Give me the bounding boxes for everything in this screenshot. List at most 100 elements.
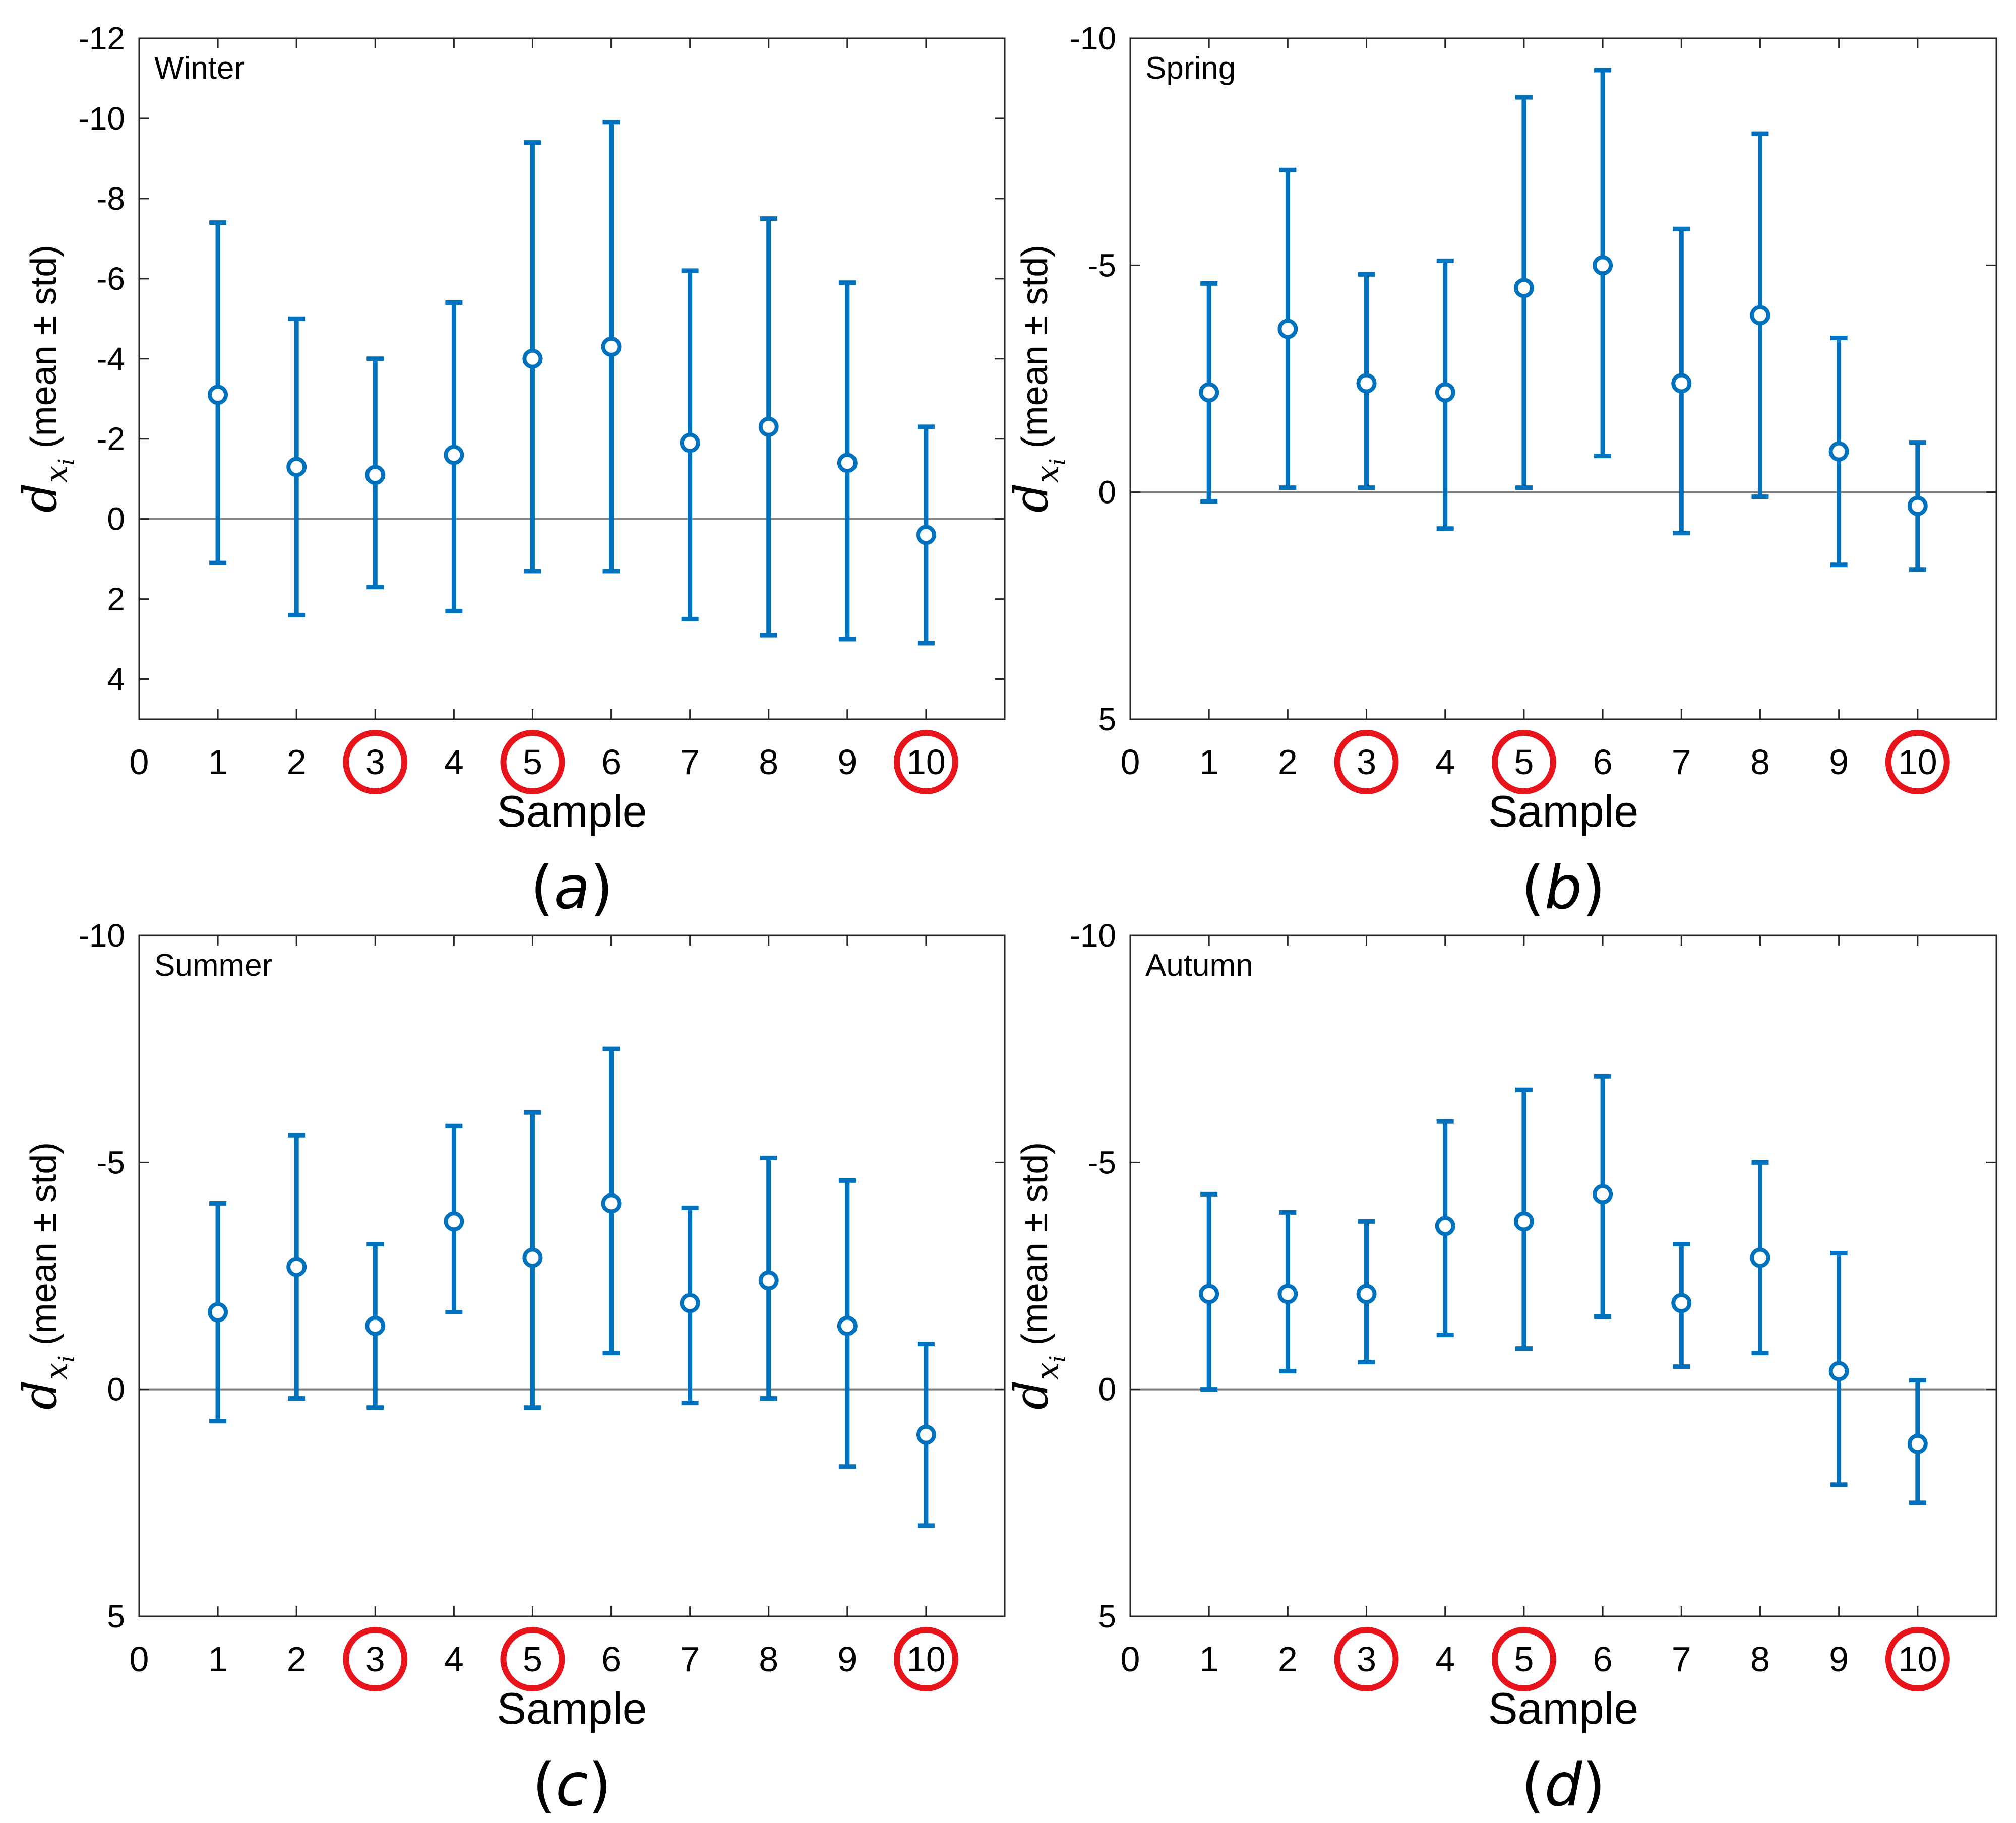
y-axis-label-subsub: i xyxy=(1045,1355,1071,1362)
mean-marker xyxy=(286,1256,307,1277)
panel-label-open: ( xyxy=(1521,1750,1545,1819)
mean-marker xyxy=(1513,278,1534,298)
y-tick-label: -10 xyxy=(79,100,126,137)
mean-marker xyxy=(1199,1284,1219,1304)
mean-marker xyxy=(837,1315,858,1336)
highlight-circle xyxy=(1334,730,1399,794)
y-axis-label-rest: (mean ± std) xyxy=(24,1142,64,1346)
mean-marker xyxy=(758,1270,779,1291)
panel-label-open: ( xyxy=(1521,853,1545,922)
panel-label-close: ) xyxy=(588,1750,612,1819)
x-tick-label: 1 xyxy=(1199,1640,1219,1679)
x-tick-label: 2 xyxy=(287,1640,307,1679)
mean-marker xyxy=(1356,373,1377,394)
x-tick-label: 9 xyxy=(1829,742,1849,782)
highlight-circle xyxy=(500,1627,565,1691)
x-tick-label: 5 xyxy=(523,742,542,782)
axes-box xyxy=(1129,37,1997,720)
y-tick-label: 0 xyxy=(107,501,125,537)
y-tick-label: 4 xyxy=(107,661,125,698)
y-axis-label-subsub: i xyxy=(54,458,80,465)
panel-label: (d) xyxy=(1521,1750,1606,1819)
mean-marker xyxy=(1435,382,1455,403)
y-tick-label: -10 xyxy=(1070,917,1117,954)
x-tick-label: 3 xyxy=(365,1640,385,1679)
mean-marker xyxy=(522,348,543,369)
y-axis-label: dxi (mean ± std) xyxy=(1004,245,1071,513)
x-tick-label: 10 xyxy=(1898,742,1937,782)
x-tick-label: 1 xyxy=(208,1640,228,1679)
x-tick-label: 0 xyxy=(130,1640,149,1679)
x-tick-label: 5 xyxy=(1514,742,1534,782)
x-tick-label: 9 xyxy=(1829,1640,1849,1679)
axes-box xyxy=(138,934,1006,1617)
x-axis-label: Sample xyxy=(497,786,647,836)
highlight-circle xyxy=(343,1627,408,1691)
mean-marker xyxy=(1750,305,1770,326)
y-tick-label: 5 xyxy=(107,1598,125,1635)
x-tick-label: 4 xyxy=(1435,1640,1455,1679)
y-axis-label-var: d xyxy=(1004,483,1058,513)
y-axis-label-sub: x xyxy=(38,1362,75,1380)
x-axis-label: Sample xyxy=(1488,786,1638,836)
x-tick-label: 4 xyxy=(444,1640,464,1679)
x-axis-label: Sample xyxy=(1488,1683,1638,1733)
panel-label-open: ( xyxy=(532,1750,556,1819)
season-label: Spring xyxy=(1145,51,1236,86)
highlight-circle xyxy=(893,1627,958,1691)
mean-marker xyxy=(444,1211,464,1232)
highlight-circle xyxy=(343,730,408,794)
y-tick-label: 5 xyxy=(1098,1598,1116,1635)
mean-marker xyxy=(915,1424,936,1445)
y-tick-label: -12 xyxy=(79,20,126,56)
highlight-circle xyxy=(1491,730,1556,794)
x-tick-label: 7 xyxy=(680,1640,700,1679)
mean-marker xyxy=(601,336,622,357)
y-axis-label: dxi (mean ± std) xyxy=(13,245,80,513)
y-tick-label: 0 xyxy=(1098,474,1116,511)
mean-marker xyxy=(837,453,858,473)
x-tick-label: 3 xyxy=(1357,1640,1376,1679)
mean-marker xyxy=(1277,1284,1298,1304)
mean-marker xyxy=(365,465,386,485)
panel-label-close: ) xyxy=(590,853,614,922)
x-tick-label: 2 xyxy=(287,742,307,782)
mean-marker xyxy=(680,432,700,453)
mean-marker xyxy=(915,525,936,545)
y-tick-label: -10 xyxy=(1070,20,1117,56)
mean-marker xyxy=(1671,373,1692,394)
panel-label: (b) xyxy=(1521,853,1606,922)
y-axis-label-subsub: i xyxy=(1045,458,1071,465)
mean-marker xyxy=(1435,1216,1455,1236)
x-tick-label: 7 xyxy=(1672,742,1691,782)
mean-marker xyxy=(758,416,779,437)
x-tick-label: 3 xyxy=(365,742,385,782)
x-tick-label: 1 xyxy=(208,742,228,782)
mean-marker xyxy=(1828,1361,1849,1381)
x-tick-label: 2 xyxy=(1278,742,1298,782)
mean-marker xyxy=(444,445,464,465)
y-axis-label-rest: (mean ± std) xyxy=(1015,1142,1055,1346)
mean-marker xyxy=(1199,382,1219,403)
highlight-circle xyxy=(893,730,958,794)
mean-marker xyxy=(1593,255,1613,276)
mean-marker xyxy=(601,1193,622,1214)
mean-marker xyxy=(1907,1433,1928,1454)
panel-label: (a) xyxy=(530,853,613,922)
y-axis-label-var: d xyxy=(13,483,67,513)
panel-label-open: ( xyxy=(530,853,554,922)
y-tick-label: -6 xyxy=(96,261,125,297)
y-axis-label-var: d xyxy=(13,1380,67,1410)
axes-box xyxy=(138,37,1006,720)
y-tick-label: -8 xyxy=(96,180,125,217)
x-tick-label: 2 xyxy=(1278,1640,1298,1679)
y-axis-label-subsub: i xyxy=(54,1355,80,1362)
y-tick-label: -5 xyxy=(1087,247,1116,283)
mean-marker xyxy=(1277,319,1298,339)
highlight-circle xyxy=(1885,1627,1950,1691)
x-tick-label: 8 xyxy=(1750,1640,1770,1679)
season-label: Winter xyxy=(154,51,245,86)
